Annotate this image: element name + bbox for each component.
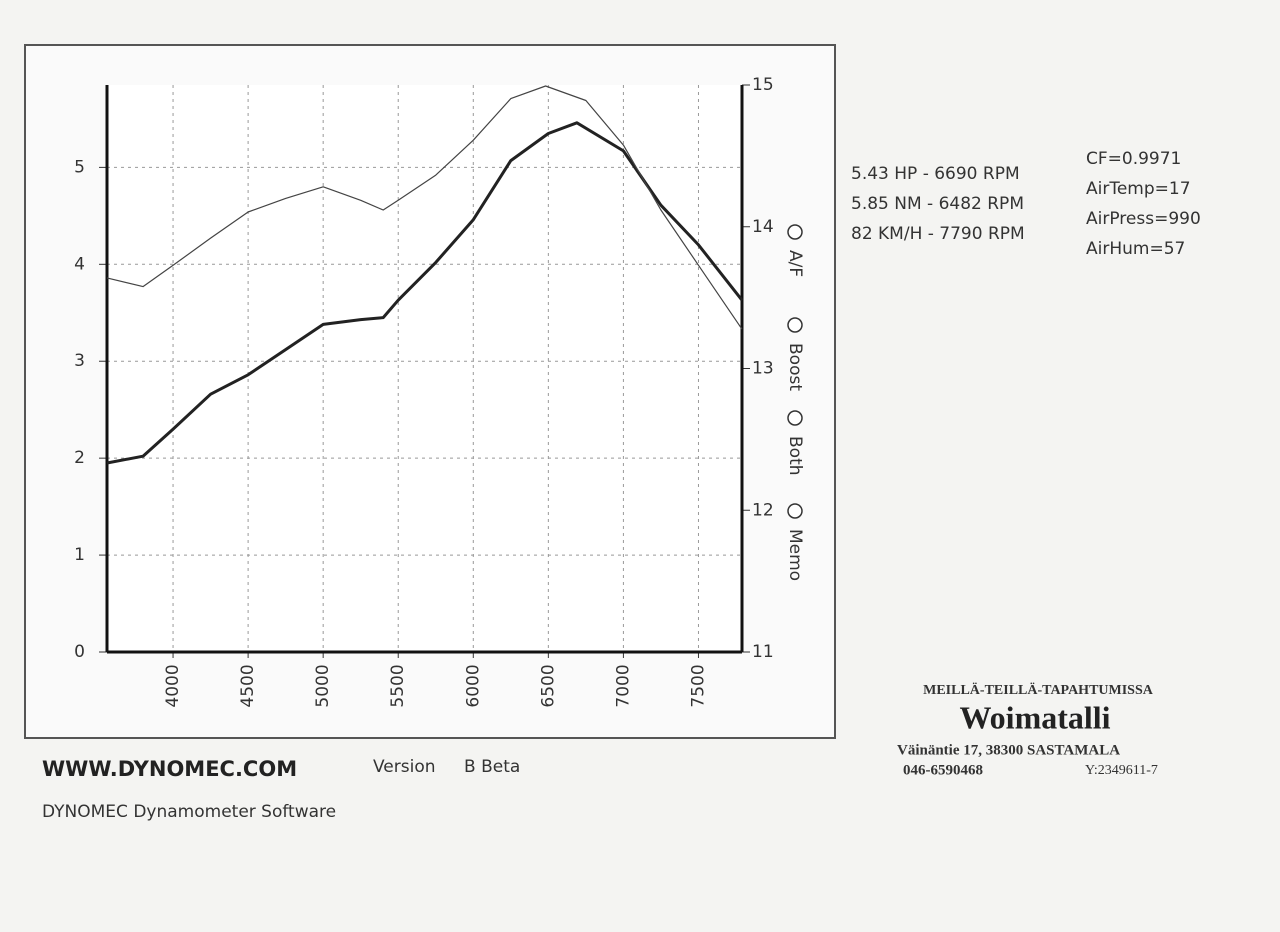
x-tick-label: 7000 [613, 664, 633, 707]
radio-button[interactable] [787, 503, 803, 519]
radio-label[interactable]: Both [785, 436, 805, 476]
radio-button[interactable] [787, 317, 803, 333]
build: B Beta [464, 757, 520, 777]
plot-area [107, 85, 742, 652]
y2-tick-label: 13 [752, 359, 774, 379]
x-tick-label: 7500 [688, 664, 708, 707]
y2-tick-label: 14 [752, 217, 774, 237]
radio-label[interactable]: Boost [785, 343, 805, 391]
x-tick-label: 5500 [388, 664, 408, 707]
radio-button[interactable] [787, 224, 803, 240]
stamp-name: Woimatalli [959, 699, 1110, 735]
y-tick-label: 3 [74, 351, 85, 371]
x-tick-label: 5000 [313, 664, 333, 707]
condition: AirPress=990 [1086, 209, 1201, 229]
y-tick-label: 0 [74, 642, 85, 662]
stamp-address: Väinäntie 17, 38300 SASTAMALA [897, 742, 1120, 758]
y-tick-label: 1 [74, 545, 85, 565]
radio-label[interactable]: Memo [785, 529, 805, 581]
radio-button[interactable] [787, 410, 803, 426]
x-tick-label: 4500 [238, 664, 258, 707]
radio-label[interactable]: A/F [785, 250, 805, 277]
x-tick-label: 6500 [538, 664, 558, 707]
y2-tick-label: 15 [752, 75, 774, 95]
y-tick-label: 2 [74, 448, 85, 468]
condition: CF=0.9971 [1086, 149, 1181, 169]
stamp-slogan: MEILLÄ-TEILLÄ-TAPAHTUMISSA [923, 682, 1154, 698]
series-line [106, 121, 744, 465]
y-tick-label: 4 [74, 254, 85, 274]
series-line [106, 85, 743, 330]
condition: AirTemp=17 [1086, 179, 1191, 199]
website: WWW.DYNOMEC.COM [42, 757, 297, 781]
software-name: DYNOMEC Dynamometer Software [42, 802, 336, 822]
y2-tick-label: 12 [752, 500, 774, 520]
x-tick-label: 6000 [463, 664, 483, 707]
result: 82 KM/H - 7790 RPM [851, 224, 1025, 244]
y2-tick-label: 11 [752, 642, 774, 662]
stamp-phone: 046-6590468 [903, 762, 983, 778]
result: 5.43 HP - 6690 RPM [851, 164, 1020, 184]
condition: AirHum=57 [1086, 239, 1185, 259]
x-tick-label: 4000 [163, 664, 183, 707]
result: 5.85 NM - 6482 RPM [851, 194, 1024, 214]
stamp-business-id: Y:2349611-7 [1085, 763, 1158, 778]
version: Version [373, 757, 436, 777]
y-tick-label: 5 [74, 157, 85, 177]
